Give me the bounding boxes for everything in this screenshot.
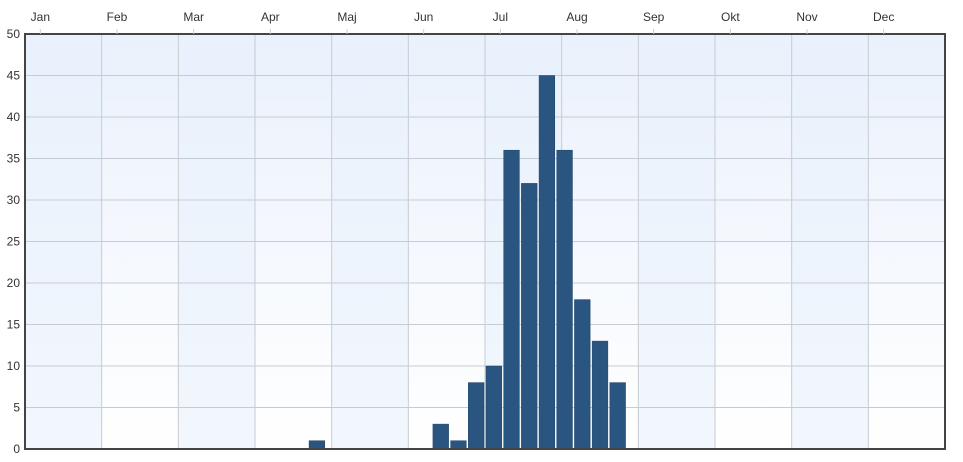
x-tick-label: Dec [873,10,894,24]
x-tick-label: Okt [721,10,740,24]
bar-week-17 [308,440,326,450]
bar-week-25 [450,440,467,450]
y-tick-label: 45 [7,69,21,83]
bar-week-29 [521,183,538,450]
y-tick-label: 50 [7,27,21,41]
bar-week-31 [556,149,573,450]
bar-week-33 [591,340,609,450]
plot-frame [24,33,946,450]
bar-week-32 [574,299,591,450]
x-tick-label: Jun [414,10,433,24]
y-tick-label: 35 [7,152,21,166]
x-tick-label: Mar [183,10,204,24]
y-tick-label: 40 [7,110,21,124]
y-tick-label: 20 [7,276,21,290]
bar-week-26 [468,382,485,450]
bars [308,75,626,450]
bar-week-34 [609,382,626,450]
x-tick-label: Maj [337,10,356,24]
y-tick-label: 15 [7,318,21,332]
grid-lines [25,34,945,449]
y-tick-label: 0 [13,442,20,456]
x-tick-label: Jan [31,10,50,24]
bar-week-30 [538,75,556,450]
bar-week-27 [485,365,502,450]
y-tick-label: 10 [7,359,21,373]
x-tick-label: Apr [261,10,280,24]
x-tick-label: Nov [796,10,817,24]
x-tick-label: Sep [643,10,665,24]
y-tick-label: 25 [7,235,21,249]
y-axis-labels: 0 5 10 15 20 25 30 35 40 45 50 [7,27,21,456]
x-tick-label: Aug [566,10,587,24]
x-tick-label: Feb [107,10,128,24]
x-tick-label: Jul [493,10,508,24]
bar-week-28 [503,149,520,450]
y-tick-label: 30 [7,193,21,207]
y-tick-label: 5 [13,401,20,415]
bar-week-24 [432,423,449,450]
x-axis-labels: Jan Feb Mar Apr Maj Jun Jul Aug Sep Okt Nov Dec [31,10,894,34]
